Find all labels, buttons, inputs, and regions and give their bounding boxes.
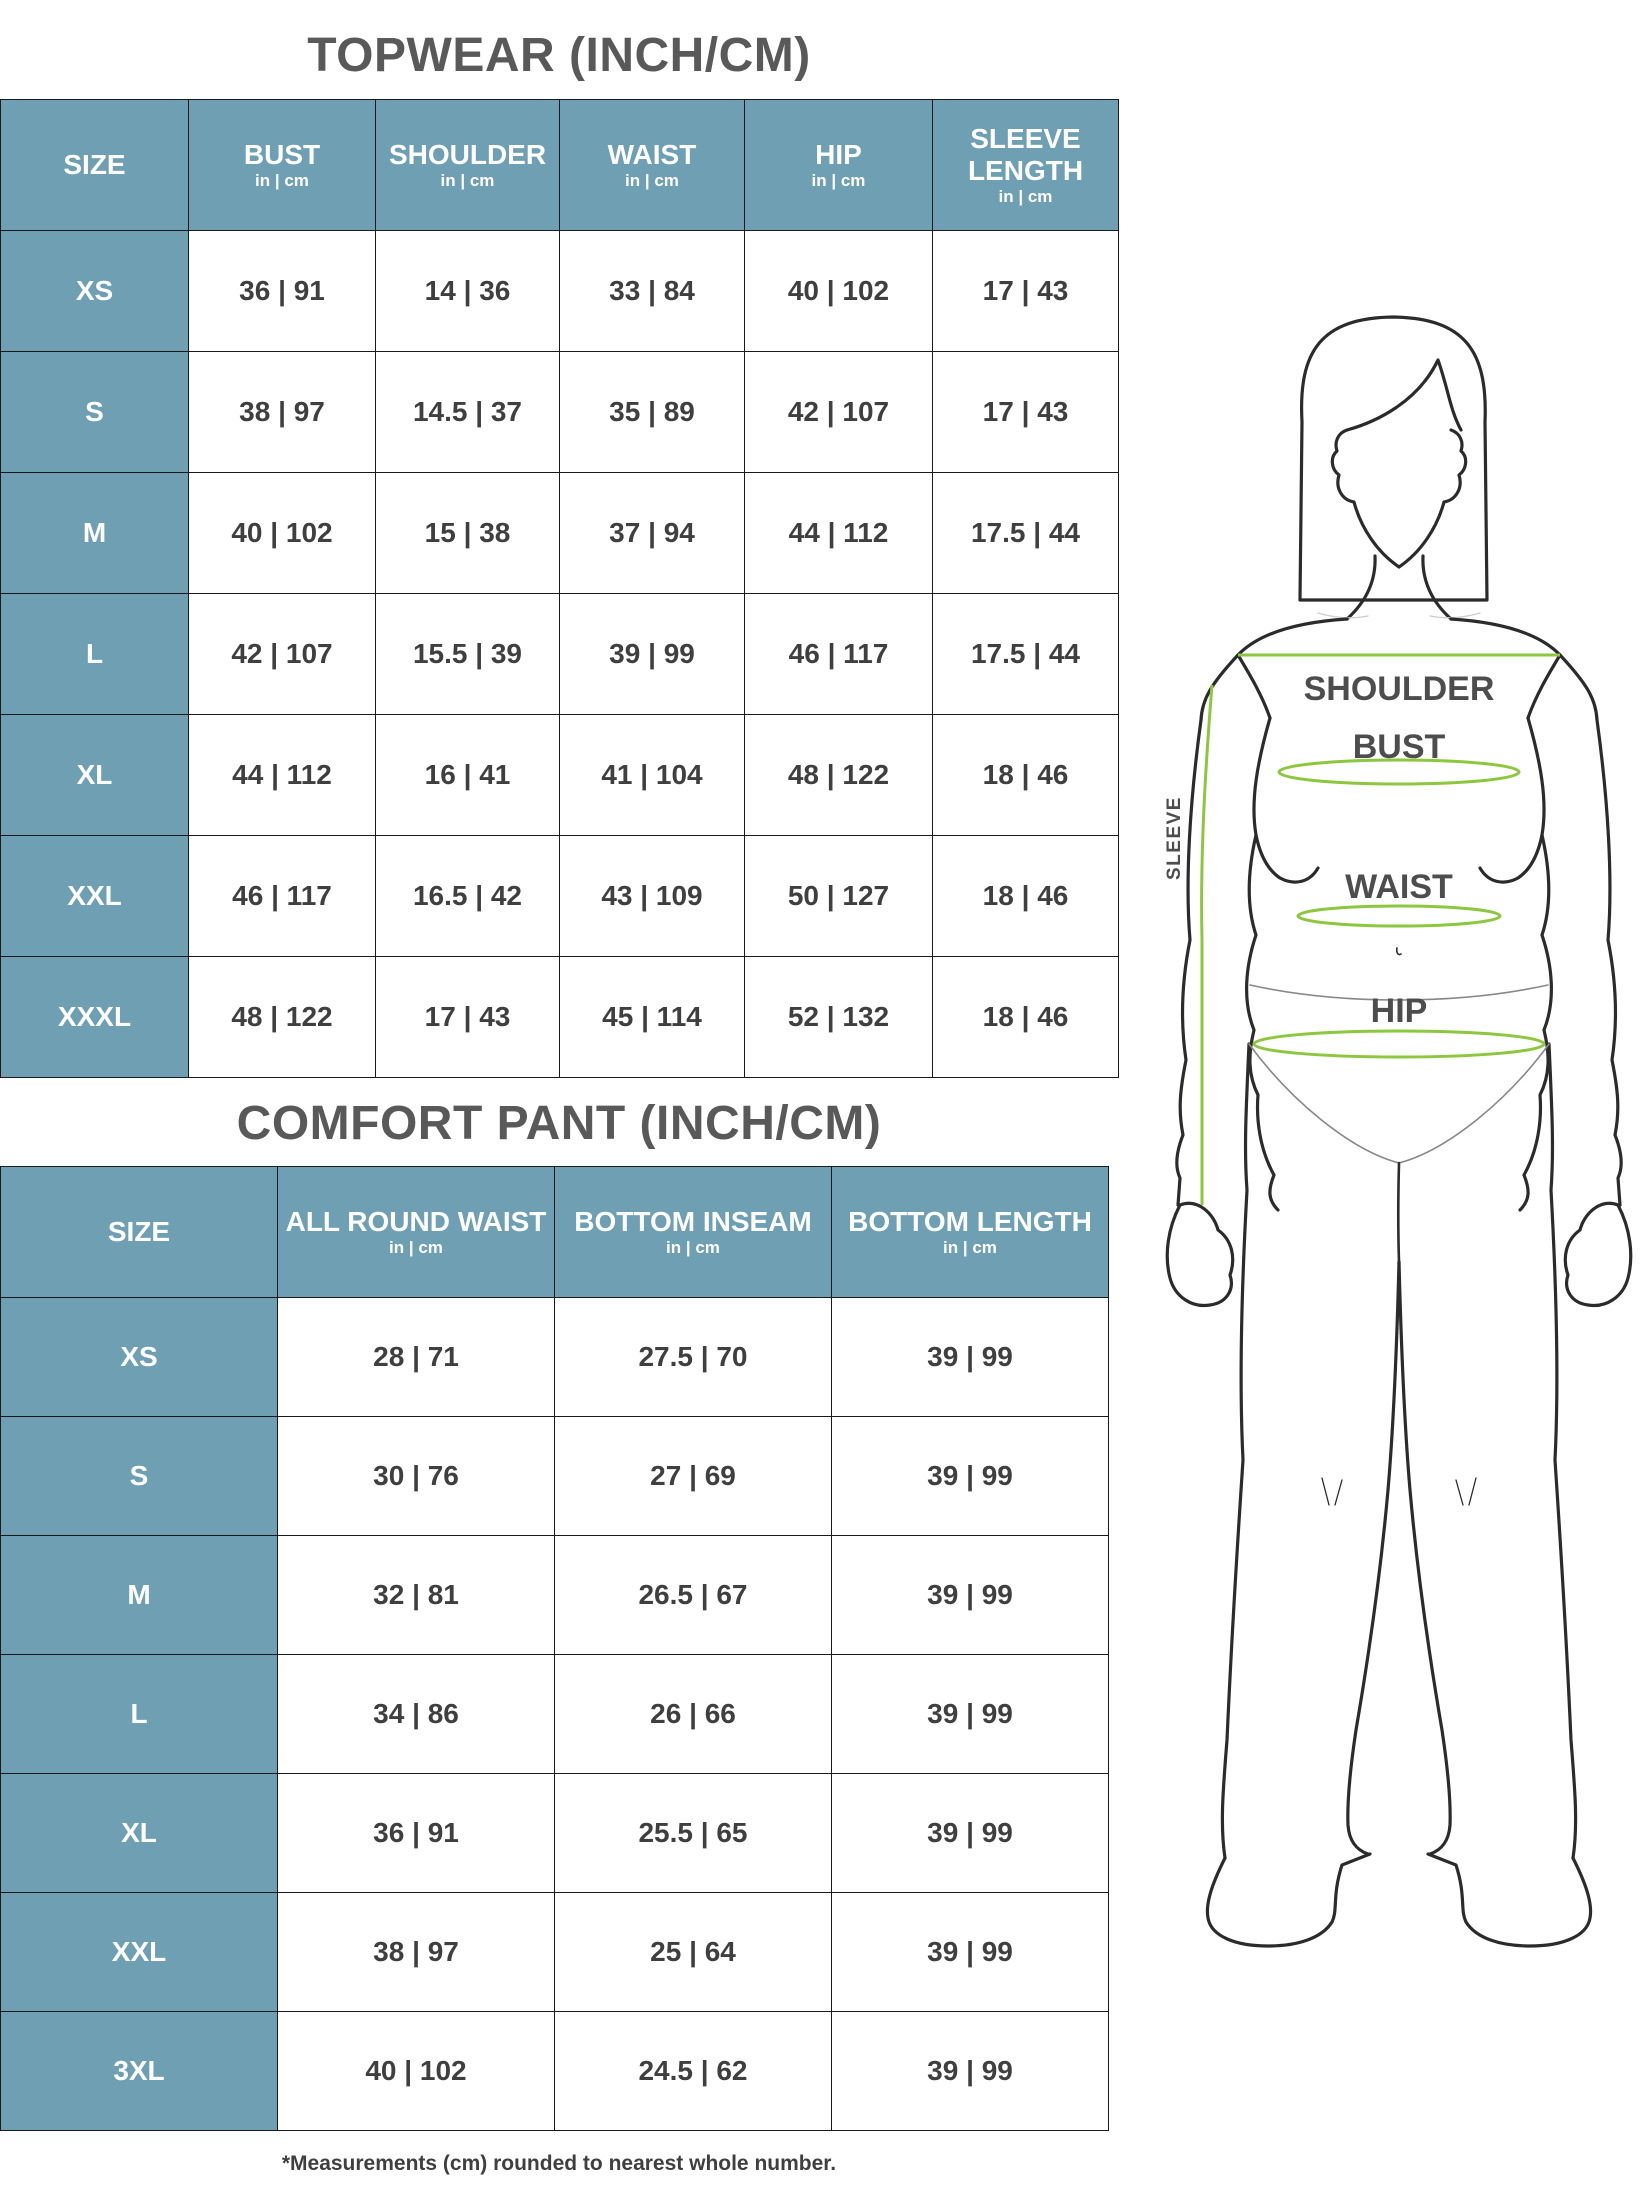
svg-text:HIP: HIP	[1371, 992, 1428, 1030]
svg-text:WAIST: WAIST	[1345, 868, 1453, 906]
svg-text:SLEEVE: SLEEVE	[1164, 796, 1185, 880]
svg-text:SHOULDER: SHOULDER	[1304, 670, 1495, 708]
svg-text:BUST: BUST	[1353, 728, 1446, 766]
